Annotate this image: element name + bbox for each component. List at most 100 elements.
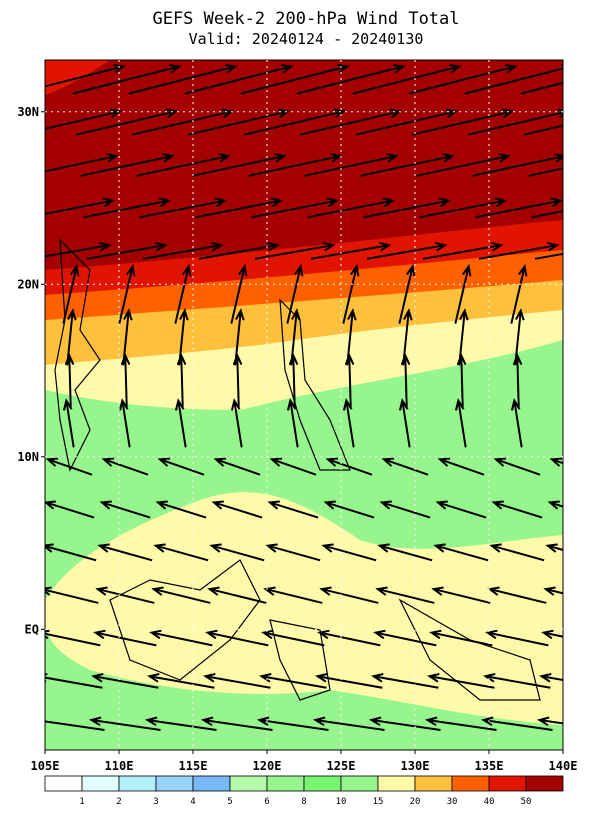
colorbar-label: 30	[447, 797, 458, 807]
x-tick-label: 105E	[31, 759, 60, 773]
wind-vector	[288, 352, 299, 407]
wind-vector	[91, 673, 159, 689]
wind-vector	[45, 500, 95, 519]
wind-vector	[198, 241, 280, 260]
wind-vector	[464, 63, 563, 95]
wind-vector	[97, 543, 153, 562]
wind-vector	[296, 63, 406, 95]
wind-vector	[45, 241, 112, 258]
wind-vector	[359, 153, 455, 177]
wind-vector	[527, 167, 563, 177]
colorbar-swatch	[81, 775, 120, 792]
colorbar-swatch	[525, 775, 564, 792]
wind-vector	[240, 63, 350, 95]
wind-vector	[431, 586, 491, 604]
wind-vector	[209, 543, 265, 562]
colorbar-swatch	[229, 775, 268, 792]
wind-vector	[62, 398, 75, 448]
wind-vector	[95, 586, 155, 604]
wind-vector	[310, 241, 392, 260]
wind-vector	[539, 673, 563, 683]
wind-vector	[64, 352, 75, 407]
wind-vector	[72, 63, 182, 95]
y-tick-label: 10N	[17, 450, 39, 464]
wind-vector	[400, 352, 411, 407]
wind-vector	[510, 398, 523, 448]
wind-vector	[153, 543, 209, 562]
wind-vector	[247, 153, 343, 177]
axes: 105E 110E 115E 120E 125E 130E 135E 140E EQ 10N 20N…	[17, 60, 577, 773]
y-tick-label: EQ	[25, 622, 39, 636]
wind-vector	[536, 716, 563, 727]
wind-vector	[307, 197, 396, 219]
wind-vector	[422, 241, 504, 260]
wind-vector	[487, 586, 547, 604]
wind-vector	[232, 352, 243, 407]
colorbar-swatch	[266, 775, 305, 792]
wind-vector	[139, 197, 228, 219]
wind-vector	[174, 398, 187, 448]
x-tick-label: 110E	[105, 759, 134, 773]
wind-vector	[571, 311, 579, 366]
colorbar-label: 8	[301, 797, 306, 807]
wind-vector	[243, 108, 347, 136]
wind-vector	[176, 352, 187, 407]
wind-vector	[118, 263, 136, 324]
wind-vector	[269, 457, 317, 476]
wind-vector	[45, 108, 123, 130]
colorbar-label: 40	[484, 797, 495, 807]
wind-vector	[363, 197, 452, 219]
wind-vector	[263, 586, 323, 604]
wind-vector	[433, 543, 489, 562]
wind-vector	[120, 352, 131, 407]
wind-vector	[368, 716, 441, 731]
colorbar-label: 20	[410, 797, 421, 807]
wind-vector	[317, 629, 381, 647]
colorbar-label: 2	[116, 797, 121, 807]
wind-vector	[541, 629, 563, 640]
colorbar-swatch	[451, 775, 490, 792]
wind-vector	[424, 716, 497, 731]
wind-vector	[381, 457, 429, 476]
wind-vector	[344, 352, 355, 407]
colorbar-swatch	[414, 775, 453, 792]
wind-vector	[149, 629, 213, 647]
subtitle: Valid: 20240124 - 20240130	[189, 30, 424, 48]
colorbar-label: 6	[264, 797, 269, 807]
x-tick-label: 115E	[179, 759, 208, 773]
wind-vector	[398, 263, 416, 324]
wind-vector	[205, 629, 269, 647]
wind-vector	[437, 457, 485, 476]
wind-vector	[510, 263, 528, 324]
coastline	[54, 238, 541, 701]
wind-vector	[456, 352, 467, 407]
wind-vector	[303, 153, 399, 177]
wind-vector	[211, 500, 263, 519]
wind-vector	[485, 629, 549, 647]
wind-vector	[549, 457, 563, 467]
wind-vector	[520, 81, 563, 95]
wind-vector	[207, 586, 267, 604]
wind-vector	[321, 543, 377, 562]
wind-vector	[45, 63, 126, 88]
wind-vector	[184, 63, 294, 95]
colorbar-swatch	[118, 775, 157, 792]
colorbar-swatch	[377, 775, 416, 792]
wind-vector	[567, 266, 582, 323]
wind-vector	[315, 673, 383, 689]
wind-vector	[408, 63, 518, 95]
wind-vector	[427, 673, 495, 689]
wind-vector	[187, 108, 291, 136]
wind-vector	[523, 124, 563, 136]
colorbar-swatch	[192, 775, 231, 792]
wind-vector	[319, 586, 379, 604]
wind-vector	[419, 197, 508, 219]
wind-vector	[312, 716, 385, 731]
wind-vector	[135, 153, 231, 177]
wind-vector	[471, 153, 563, 177]
colorbar-label: 50	[521, 797, 532, 807]
x-tick-label: 120E	[253, 759, 282, 773]
wind-vectors	[45, 63, 582, 731]
wind-vector	[371, 673, 439, 689]
